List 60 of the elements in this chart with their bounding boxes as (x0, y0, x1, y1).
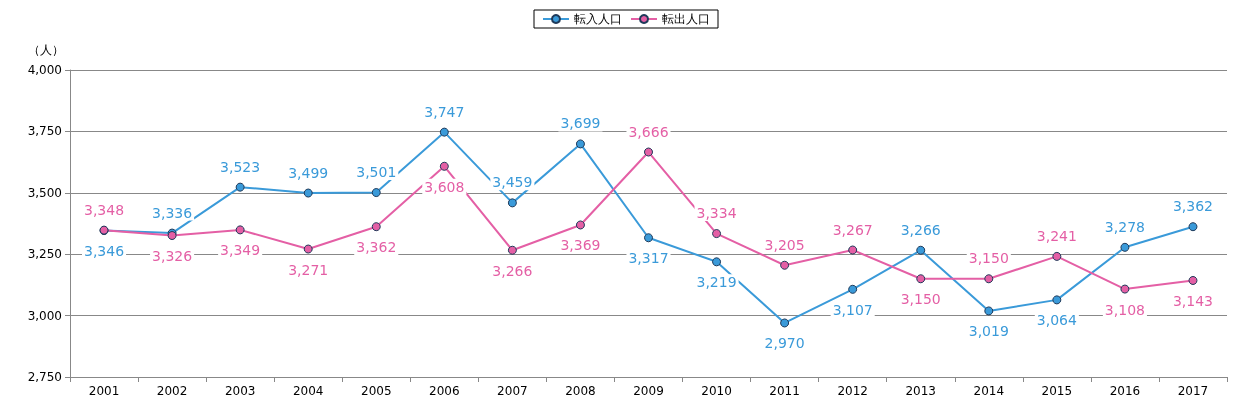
y-tick-label: 4,000 (27, 63, 62, 77)
data-label: 3,523 (220, 158, 261, 175)
data-label: 3,219 (696, 274, 737, 291)
y-tick-label: 2,750 (27, 370, 62, 384)
data-label: 3,108 (1104, 301, 1145, 318)
data-label: 3,205 (764, 236, 805, 253)
data-label: 3,747 (424, 103, 465, 120)
x-tick-label: 2014 (973, 384, 1005, 398)
x-tick-label: 2001 (88, 384, 120, 398)
x-tick-label: 2016 (1109, 384, 1141, 398)
x-tick-label: 2002 (156, 384, 188, 398)
data-label: 3,317 (628, 250, 669, 267)
data-label: 3,369 (560, 237, 601, 254)
x-tick-label: 2007 (497, 384, 528, 398)
legend-label: 転入人口 (574, 12, 622, 26)
x-tick-label: 2005 (360, 384, 392, 398)
x-tick-label: 2012 (837, 384, 868, 398)
x-tick-label: 2008 (565, 384, 596, 398)
x-tick-label: 2010 (701, 384, 732, 398)
data-label: 3,326 (152, 248, 193, 265)
data-label: 3,019 (968, 323, 1009, 340)
data-label: 3,267 (832, 221, 873, 238)
data-label: 3,362 (1172, 198, 1214, 215)
data-label: 3,150 (900, 291, 941, 308)
data-label: 3,241 (1036, 227, 1077, 244)
data-label: 3,336 (152, 204, 193, 221)
data-label: 3,271 (288, 261, 329, 278)
data-label: 3,107 (832, 301, 873, 318)
y-tick-label: 3,000 (27, 308, 62, 323)
data-label: 3,346 (83, 243, 125, 260)
data-label: 3,499 (288, 164, 329, 181)
x-tick-label: 2013 (905, 384, 937, 398)
y-tick-label: 3,750 (27, 124, 62, 139)
data-label: 2,970 (764, 335, 805, 352)
data-label: 3,699 (560, 115, 601, 132)
x-tick-label: 2017 (1177, 384, 1209, 398)
data-label: 3,459 (492, 174, 533, 191)
data-label: 3,334 (696, 205, 737, 222)
data-label: 3,266 (492, 262, 533, 279)
x-tick-label: 2006 (429, 384, 460, 398)
data-label: 3,348 (83, 201, 125, 218)
y-axis-title: （人） (28, 43, 64, 57)
data-label: 3,349 (220, 242, 261, 259)
data-label: 3,150 (968, 250, 1009, 267)
data-label: 3,064 (1036, 312, 1077, 329)
x-tick-label: 2004 (292, 384, 324, 398)
data-label: 3,278 (1104, 218, 1145, 235)
data-label: 3,266 (900, 221, 941, 238)
data-label: 3,362 (356, 239, 397, 256)
x-tick-label: 2015 (1041, 384, 1073, 398)
y-tick-label: 3,250 (27, 247, 62, 262)
data-label: 3,501 (356, 164, 397, 181)
x-tick-label: 2011 (769, 384, 800, 398)
x-tick-label: 2003 (224, 384, 256, 398)
data-label: 3,666 (628, 123, 669, 140)
data-label: 3,143 (1172, 292, 1214, 309)
x-tick-label: 2009 (633, 384, 664, 398)
y-tick-label: 3,500 (27, 185, 62, 200)
data-label: 3,608 (424, 178, 465, 195)
legend-label: 転出人口 (662, 12, 710, 26)
